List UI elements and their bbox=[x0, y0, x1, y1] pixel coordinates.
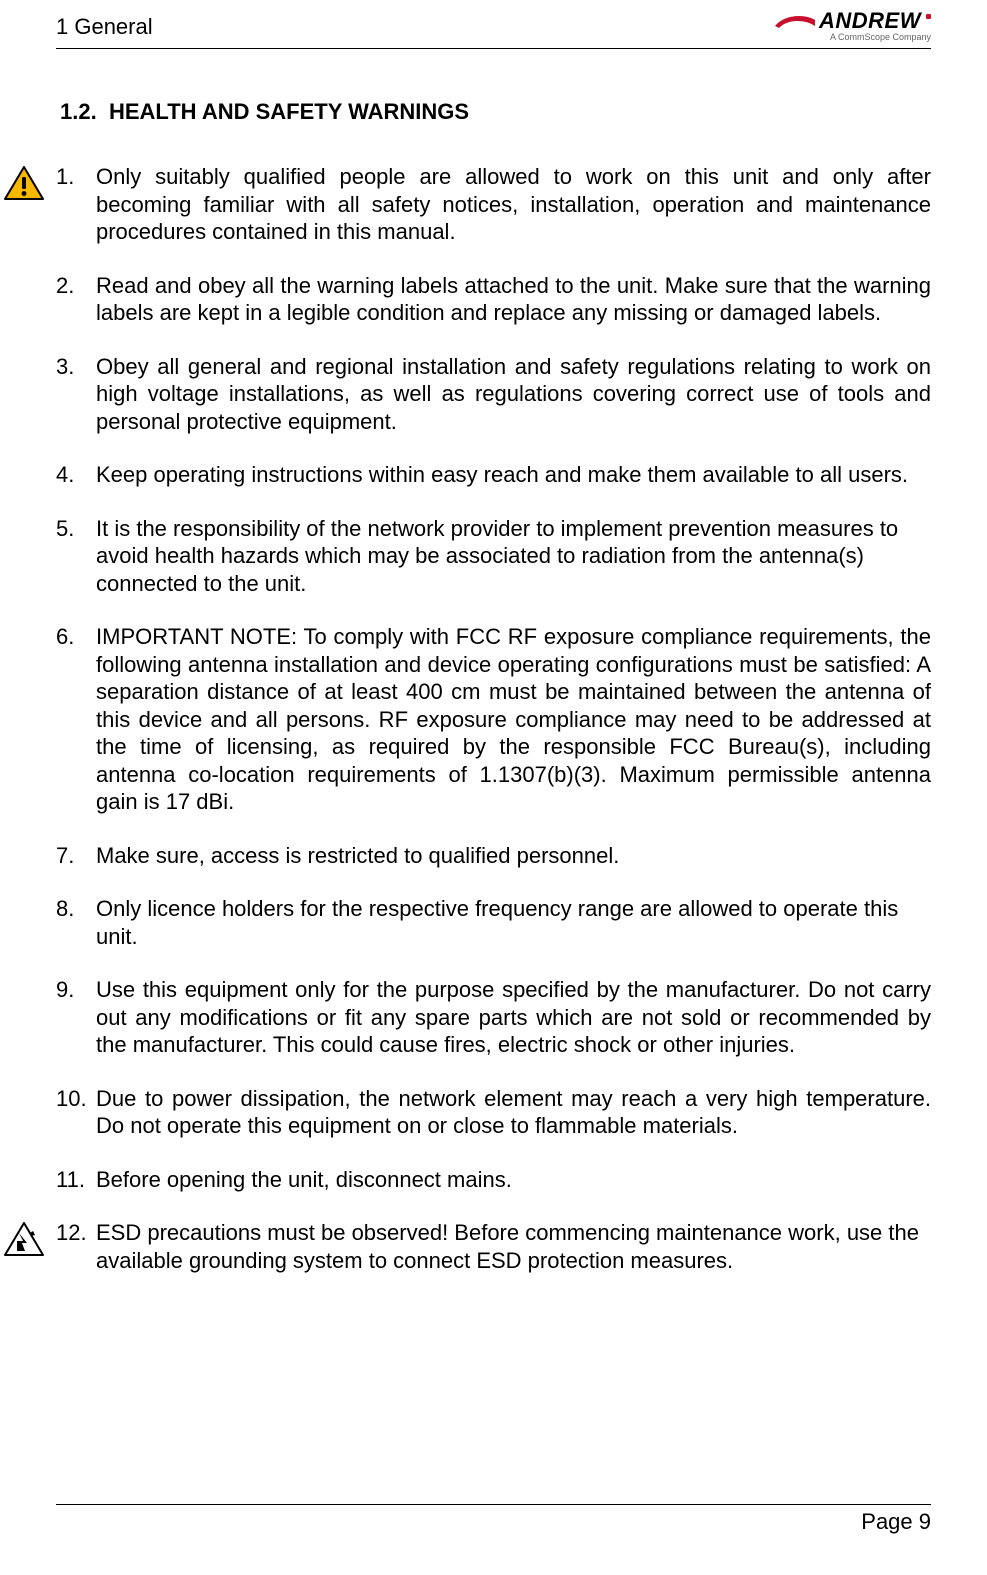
warning-icon-slot bbox=[0, 165, 48, 210]
list-item: 8.Only licence holders for the respectiv… bbox=[56, 895, 931, 950]
item-number: 2. bbox=[56, 272, 96, 327]
item-number: 3. bbox=[56, 353, 96, 436]
item-text: Due to power dissipation, the network el… bbox=[96, 1085, 931, 1140]
item-number: 5. bbox=[56, 515, 96, 598]
list-item: 4.Keep operating instructions within eas… bbox=[56, 461, 931, 489]
list-item: 1.Only suitably qualified people are all… bbox=[56, 163, 931, 246]
chapter-title: 1 General bbox=[56, 8, 153, 40]
warnings-list: 1.Only suitably qualified people are all… bbox=[56, 163, 931, 1274]
item-number: 10. bbox=[56, 1085, 96, 1140]
esd-icon-slot bbox=[0, 1221, 48, 1266]
content-area: 1.2. HEALTH AND SAFETY WARNINGS 1.Only s… bbox=[56, 49, 931, 1274]
page-number: Page 9 bbox=[56, 1505, 931, 1535]
list-item: 7.Make sure, access is restricted to qua… bbox=[56, 842, 931, 870]
item-number: 6. bbox=[56, 623, 96, 816]
item-number: 1. bbox=[56, 163, 96, 246]
item-number: 8. bbox=[56, 895, 96, 950]
item-number: 9. bbox=[56, 976, 96, 1059]
item-text: Obey all general and regional installati… bbox=[96, 353, 931, 436]
swoosh-icon bbox=[775, 12, 815, 30]
page-footer: Page 9 bbox=[56, 1504, 931, 1535]
item-text: Read and obey all the warning labels att… bbox=[96, 272, 931, 327]
list-item: 2.Read and obey all the warning labels a… bbox=[56, 272, 931, 327]
section-number: 1.2. bbox=[60, 99, 97, 124]
list-item: 11.Before opening the unit, disconnect m… bbox=[56, 1166, 931, 1194]
esd-icon bbox=[3, 1221, 45, 1259]
brand-logo-main: ANDREW bbox=[775, 8, 931, 34]
item-text: Keep operating instructions within easy … bbox=[96, 461, 931, 489]
list-item: 10.Due to power dissipation, the network… bbox=[56, 1085, 931, 1140]
page-header: 1 General ANDREW A CommScope Company bbox=[56, 0, 931, 48]
list-item: 6.IMPORTANT NOTE: To comply with FCC RF … bbox=[56, 623, 931, 816]
list-item: 9.Use this equipment only for the purpos… bbox=[56, 976, 931, 1059]
item-text: Make sure, access is restricted to quali… bbox=[96, 842, 931, 870]
brand-dot-icon bbox=[926, 14, 931, 19]
item-text: Use this equipment only for the purpose … bbox=[96, 976, 931, 1059]
warning-icon bbox=[3, 165, 45, 203]
brand-subtitle: A CommScope Company bbox=[775, 32, 931, 42]
item-number: 7. bbox=[56, 842, 96, 870]
item-number: 11. bbox=[56, 1166, 96, 1194]
list-item: 12.ESD precautions must be observed! Bef… bbox=[56, 1219, 931, 1274]
item-number: 12. bbox=[56, 1219, 96, 1274]
item-text: Only licence holders for the respective … bbox=[96, 895, 931, 950]
page: 1 General ANDREW A CommScope Company 1.2… bbox=[0, 0, 987, 1575]
brand-name: ANDREW bbox=[819, 8, 921, 34]
list-item: 5.It is the responsibility of the networ… bbox=[56, 515, 931, 598]
list-item: 3.Obey all general and regional installa… bbox=[56, 353, 931, 436]
item-text: Before opening the unit, disconnect main… bbox=[96, 1166, 931, 1194]
item-text: ESD precautions must be observed! Before… bbox=[96, 1219, 931, 1274]
item-text: Only suitably qualified people are allow… bbox=[96, 163, 931, 246]
item-text: It is the responsibility of the network … bbox=[96, 515, 931, 598]
item-number: 4. bbox=[56, 461, 96, 489]
section-title: HEALTH AND SAFETY WARNINGS bbox=[109, 99, 469, 124]
section-heading: 1.2. HEALTH AND SAFETY WARNINGS bbox=[56, 99, 931, 125]
brand-logo: ANDREW A CommScope Company bbox=[775, 8, 931, 42]
item-text: IMPORTANT NOTE: To comply with FCC RF ex… bbox=[96, 623, 931, 816]
